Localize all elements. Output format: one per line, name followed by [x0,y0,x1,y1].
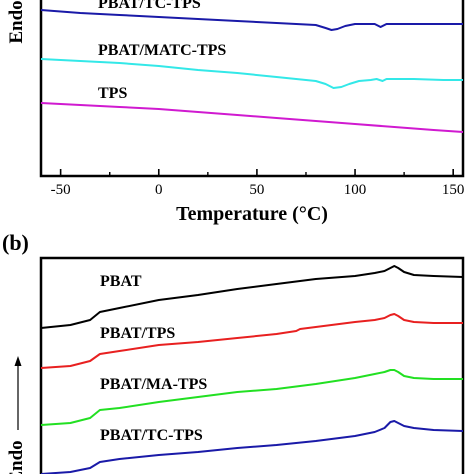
panel-b-series-labels: PBAT PBAT/TPS PBAT/MA-TPS PBAT/TC-TPS [100,273,207,444]
panel-b: (b) PBAT PBAT/TPS PBAT/MA-TPS PBAT/TC-TPS E… [2,230,465,474]
series-label: PBAT/TPS [100,325,175,342]
series-line-pbat [40,265,464,329]
panel-a-x-axis-label: Temperature (°C) [176,203,328,225]
panel-a-y-axis-label: Endo [6,0,27,43]
series-label: PBAT/TC-TPS [98,0,201,12]
panel-b-letter: (b) [2,230,29,255]
series-label: TPS [98,85,127,102]
series-line-pbat-ma-tps [40,369,463,426]
x-tick-label: 50 [249,182,264,198]
panel-a: -50 0 50 100 150 PBAT/TC-TPS PBAT/MATC-TPS TPS… [6,0,464,225]
series-label: PBAT/TC-TPS [100,427,203,444]
series-label: PBAT/MA-TPS [100,376,207,393]
series-line-pbat-tc-tps [40,9,463,31]
panel-b-series [40,265,464,474]
panel-a-series [40,9,464,133]
x-tick-label: 150 [442,182,465,198]
series-label: PBAT/MATC-TPS [98,42,226,59]
series-line-pbat-tc-tps [40,420,464,474]
endo-arrow-head [14,356,22,366]
panel-a-frame [39,0,465,178]
x-tick-label: 0 [155,182,163,198]
x-tick-label: 100 [344,182,367,198]
series-line-tps [40,102,464,133]
series-line-pbat-tps [40,313,463,369]
panel-a-x-ticks [59,169,454,176]
series-line-pbat-matc-tps [40,58,463,89]
panel-b-y-axis-label: Endo [6,440,27,474]
series-label: PBAT [100,273,142,290]
panel-b-frame [39,256,465,474]
panel-a-x-tick-labels: -50 0 50 100 150 [51,182,465,198]
x-tick-label: -50 [51,182,71,198]
panel-a-series-labels: PBAT/TC-TPS PBAT/MATC-TPS TPS [98,0,226,102]
